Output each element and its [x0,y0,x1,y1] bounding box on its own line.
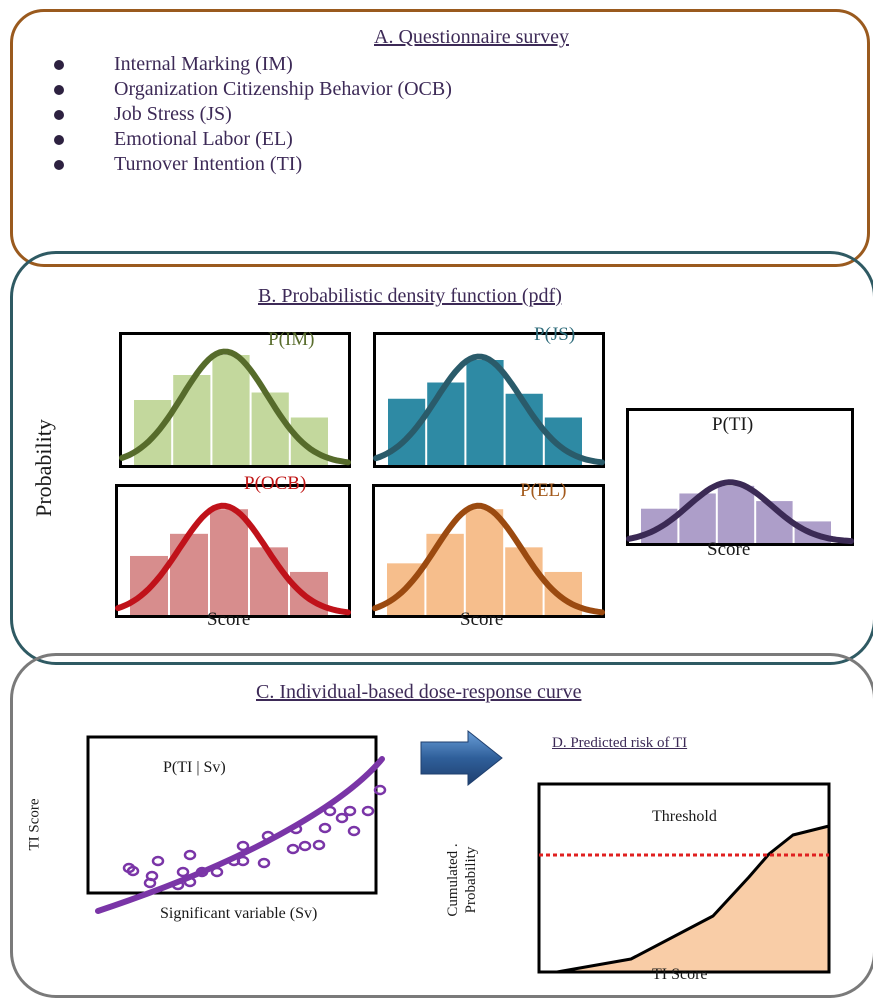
pdf-panel [10,251,873,665]
questionnaire-panel [10,9,870,267]
pdf-label-ti: P(TI) [712,414,754,435]
survey-item-label: Internal Marking (IM) [114,53,293,75]
data-point [347,825,361,837]
score-label: Score [207,609,251,630]
survey-item-label: Turnover Intention (TI) [114,153,303,175]
data-point [183,849,197,861]
dose-response-title: C. Individual-based dose-response curve [256,681,582,703]
pdf-label-el: P(EL) [520,480,567,501]
pdf-curve [372,502,605,616]
histogram-bar [173,375,211,465]
pdf-curve [626,479,854,545]
data-point [143,877,157,889]
data-point [312,839,326,851]
data-point [257,857,271,869]
pdf-chart-ocb [115,484,351,618]
significant-variable-label: Significant variable (Sv) [160,905,318,922]
cumulated-label-line1: Cumulated . [445,843,461,917]
pdf-curve [115,502,351,616]
pdf-label-ocb: P(OCB) [244,473,307,494]
data-point [343,805,357,817]
survey-item: Job Stress (JS) [50,102,452,127]
data-point [286,843,300,855]
questionnaire-title: A. Questionnaire survey [374,26,569,48]
survey-item: Emotional Labor (EL) [50,127,452,152]
data-point [236,855,250,867]
histogram-bar [170,533,208,615]
survey-item-label: Organization Citizenship Behavior (OCB) [114,78,452,100]
probability-axis-label: Probability [31,419,56,517]
histogram-bar [717,485,755,543]
pdf-chart-el [372,484,605,618]
survey-item-label: Emotional Labor (EL) [114,128,293,150]
data-point [151,855,165,867]
histogram-bar [505,547,543,615]
bullet-icon [54,110,64,120]
survey-item: Turnover Intention (TI) [50,152,452,177]
histogram-bar [210,509,248,615]
bullet-icon [54,160,64,170]
ti-score-axis-label: TI Score [26,798,43,851]
survey-item: Organization Citizenship Behavior (OCB) [50,77,452,102]
dose-response-points [122,784,387,891]
histogram-bar [427,382,465,465]
data-point [373,784,387,796]
data-point [335,812,349,824]
threshold-label: Threshold [652,808,717,825]
dose-response-chart [86,735,387,914]
bullet-icon [54,85,64,95]
score-label: Score [460,609,504,630]
data-point [122,862,136,874]
survey-item: Internal Marking (IM) [50,52,452,77]
data-point [318,822,332,834]
dose-response-curve [95,756,385,914]
ti-score-label: TI Score [652,966,708,983]
pdf-chart-js [373,332,605,468]
histogram-bar [134,400,172,465]
histogram-bar [466,360,504,465]
arrow-right-icon [420,729,503,787]
pdf-title: B. Probabilistic density function (pdf) [258,285,562,307]
data-point [176,866,190,878]
cumulated-probability-axis-label: Cumulated . Probability [444,830,480,930]
pdf-chart-ti [626,408,854,546]
cumulative-risk-area [555,824,831,974]
bullet-icon [54,60,64,70]
score-label: Score [707,539,751,560]
histogram-bar [388,398,426,465]
histogram-bar [250,547,288,615]
pdf-chart-im [119,332,351,468]
pdf-curve [119,348,351,466]
predicted-risk-title: D. Predicted risk of TI [552,735,688,751]
predicted-risk-chart [537,782,831,974]
pdf-label-im: P(IM) [268,329,315,350]
data-point [361,805,375,817]
bullet-icon [54,135,64,145]
dose-response-curve-label: P(TI | Sv) [163,759,226,776]
survey-item-label: Job Stress (JS) [114,103,232,125]
survey-item-list: Internal Marking (IM) Organization Citiz… [50,52,452,177]
data-point [236,840,250,852]
data-point [298,840,312,852]
cumulated-label-line2: Probability [463,846,479,914]
pdf-curve [373,353,605,466]
histogram-bar [426,533,464,615]
pdf-label-js: P(JS) [534,324,576,345]
histogram-bar [212,355,250,465]
histogram-bar [465,509,504,615]
